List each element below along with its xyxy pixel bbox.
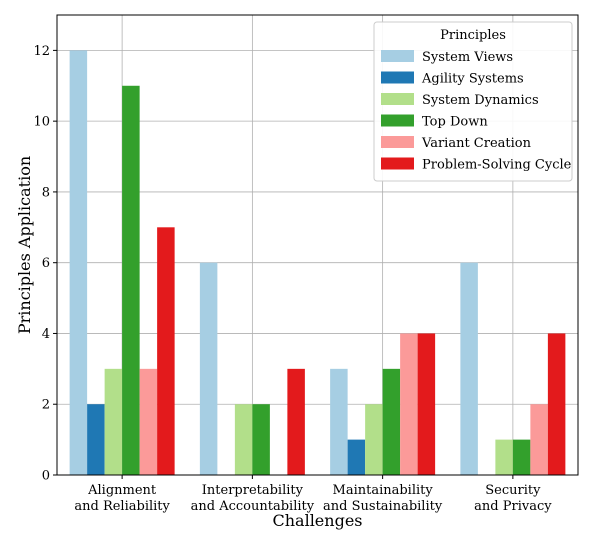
legend-label: Variant Creation xyxy=(421,136,532,151)
y-tick-label: 4 xyxy=(42,327,50,342)
legend-box xyxy=(373,21,573,182)
legend-label: Problem-Solving Cycle xyxy=(422,158,572,173)
legend-swatch xyxy=(381,114,414,127)
legend-label: Top Down xyxy=(422,115,488,130)
x-tick-label-line: and Sustainability xyxy=(323,499,443,514)
bar xyxy=(495,439,513,475)
bar xyxy=(547,333,566,475)
x-tick-label-line: and Reliability xyxy=(74,499,170,514)
bar xyxy=(347,439,366,475)
bar xyxy=(252,404,270,475)
legend-label: System Views xyxy=(422,50,513,65)
legend-label: System Dynamics xyxy=(422,93,539,108)
bar xyxy=(400,333,418,475)
legend-swatch xyxy=(381,157,414,170)
y-tick-label: 2 xyxy=(42,398,50,413)
bar xyxy=(287,368,305,475)
bar xyxy=(87,404,105,475)
bar xyxy=(139,368,158,475)
bar xyxy=(234,404,253,475)
x-axis-ticks: Alignment and Reliability Interpretability… xyxy=(74,475,552,514)
x-axis-title: Challenges xyxy=(272,511,362,530)
bars xyxy=(69,50,566,476)
x-tick-label: Interpretability and Accountability xyxy=(191,483,315,514)
x-tick-label: Maintainability and Sustainability xyxy=(323,483,443,514)
y-tick-label: 12 xyxy=(33,44,50,59)
bar xyxy=(122,85,140,476)
x-tick-label: Security and Privacy xyxy=(474,483,552,514)
bar xyxy=(365,404,383,475)
y-tick-label: 8 xyxy=(42,185,50,200)
x-tick-label-line: and Privacy xyxy=(474,499,552,514)
x-tick-label-line: and Accountability xyxy=(191,499,315,514)
y-tick-label: 10 xyxy=(33,115,50,130)
y-axis-title: Principles Application xyxy=(15,156,34,334)
bar xyxy=(530,404,548,475)
bar xyxy=(157,227,175,475)
plot-area-frame xyxy=(56,14,579,476)
legend-swatch xyxy=(381,136,414,148)
x-tick-label-line: Security xyxy=(485,483,541,498)
x-tick-label-line: Interpretability xyxy=(202,483,304,498)
legend-swatch xyxy=(381,71,414,84)
bar xyxy=(417,333,436,475)
y-tick-label: 6 xyxy=(42,256,50,271)
legend-label: Agility Systems xyxy=(421,72,524,87)
bar xyxy=(460,262,478,475)
x-tick-label: Alignment and Reliability xyxy=(74,483,170,514)
legend-title: Principles xyxy=(440,28,506,43)
x-tick-label-line: Maintainability xyxy=(333,483,434,498)
bar xyxy=(512,439,531,475)
bar xyxy=(199,262,218,475)
legend-items: System Views Agility Systems System Dynami… xyxy=(381,50,572,173)
bar xyxy=(330,368,348,475)
y-tick-label: 0 xyxy=(42,469,50,484)
x-tick-label-line: Alignment xyxy=(87,483,157,498)
bar xyxy=(104,368,123,475)
bar xyxy=(69,50,88,476)
y-axis-ticks: 0 2 4 6 8 10 12 xyxy=(33,44,57,484)
bar xyxy=(382,368,401,475)
legend-swatch xyxy=(381,50,414,62)
legend-swatch xyxy=(381,93,414,105)
